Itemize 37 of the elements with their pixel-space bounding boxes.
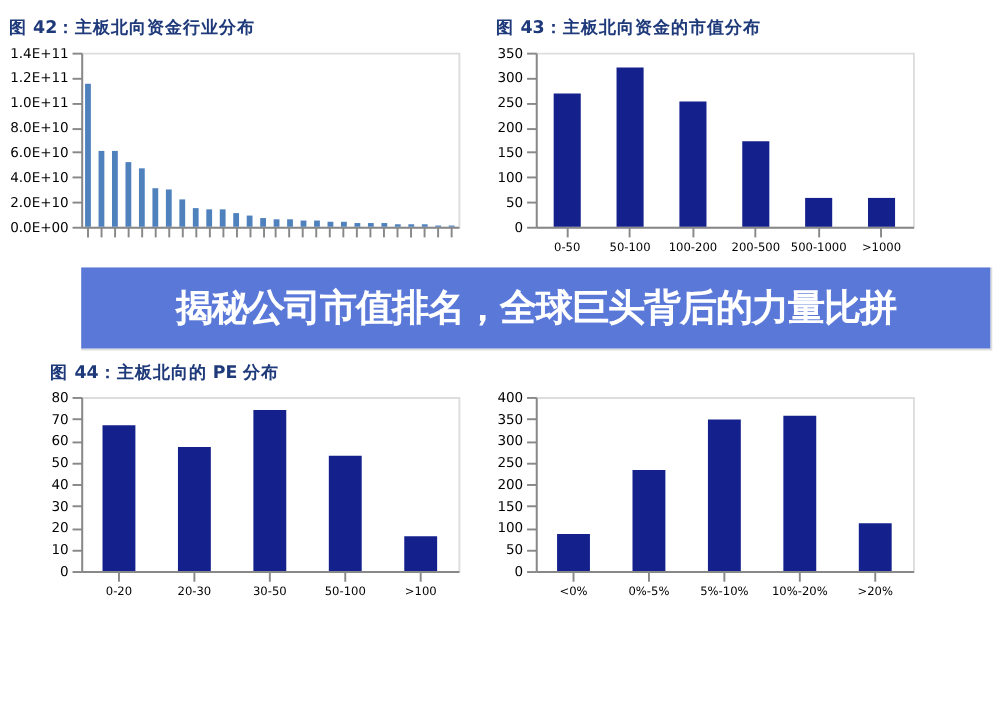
bar — [314, 220, 320, 227]
bar — [867, 197, 896, 227]
bar — [138, 168, 145, 227]
bar — [112, 150, 118, 227]
bar — [219, 209, 226, 227]
bar — [858, 523, 892, 572]
chart-title: 图 42：主板北向资金行业分布 — [9, 17, 256, 40]
bar — [165, 189, 172, 227]
chart-title: 图 43：主板北向资金的市值分布 — [496, 17, 761, 40]
bar — [287, 219, 293, 227]
bar — [206, 209, 213, 227]
bar — [632, 470, 666, 572]
bar — [125, 162, 132, 227]
bar — [152, 188, 159, 227]
bar — [192, 208, 199, 227]
bar — [341, 221, 347, 227]
bar — [805, 197, 833, 227]
chart-title: 图 44：主板北向的 PE 分布 — [50, 361, 280, 384]
bar — [679, 101, 707, 227]
bar — [707, 419, 741, 572]
bar — [260, 218, 266, 227]
bar — [233, 213, 240, 227]
bar — [85, 83, 91, 227]
bar — [177, 447, 211, 572]
bar — [328, 455, 362, 572]
bar — [616, 67, 644, 227]
bar — [273, 219, 280, 227]
bar — [179, 199, 186, 227]
bar — [246, 215, 253, 227]
bar — [102, 425, 136, 572]
bar — [404, 536, 438, 572]
bar — [557, 534, 590, 572]
bar — [253, 410, 287, 572]
bar — [742, 141, 770, 227]
bar — [783, 415, 817, 572]
text: 揭秘公司市值排名，全球巨头背后的力量比拼 — [173, 287, 896, 330]
bar — [553, 93, 581, 227]
